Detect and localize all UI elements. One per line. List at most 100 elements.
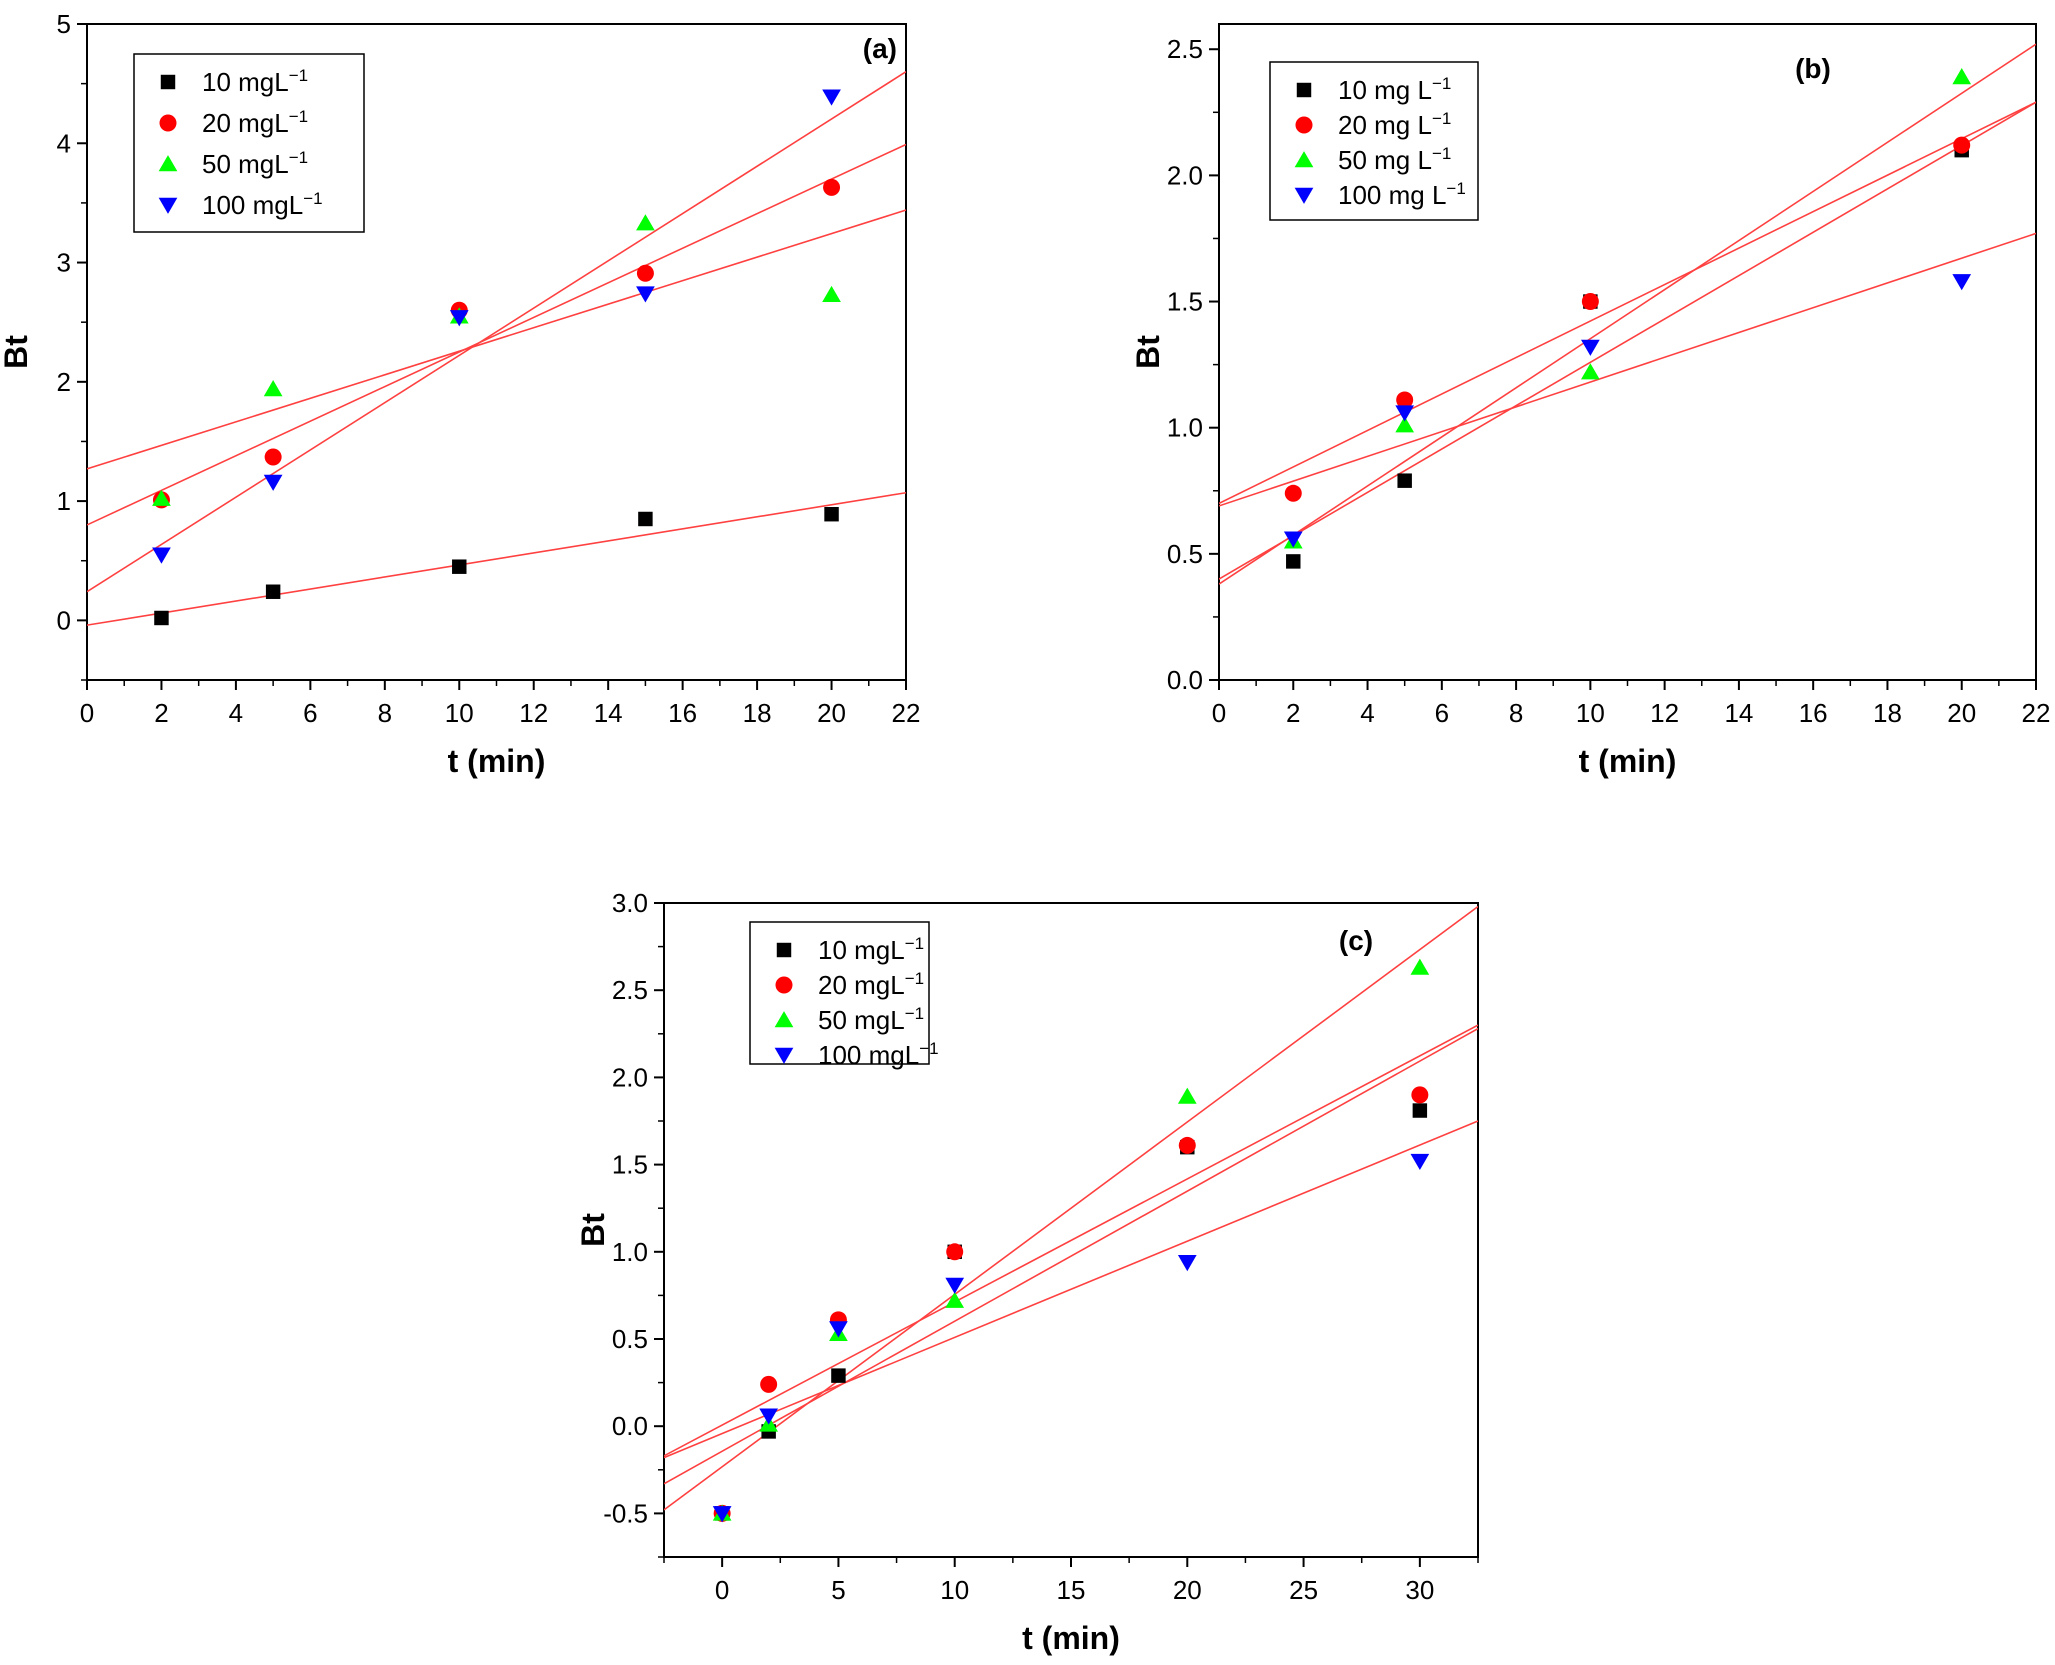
x-tick-label-a: 12 — [519, 698, 548, 728]
x-tick-label-b: 4 — [1360, 698, 1374, 728]
data-point-b-s1 — [1286, 554, 1301, 569]
legend-marker-b-s4 — [1294, 187, 1314, 204]
x-tick-label-a: 2 — [154, 698, 168, 728]
fit-line-c-1 — [664, 1027, 1478, 1485]
y-tick-label-a: 4 — [57, 128, 71, 158]
legend-marker-a-s4 — [158, 197, 178, 214]
fit-line-b-4 — [1219, 232, 2036, 507]
x-tick-label-b: 20 — [1947, 698, 1976, 728]
x-tick-label-b: 12 — [1650, 698, 1679, 728]
x-tick-label-b: 6 — [1435, 698, 1449, 728]
legend-label-sup-b-s4: −1 — [1446, 179, 1465, 198]
data-point-b-s3 — [1395, 416, 1415, 433]
fit-line-a-3 — [87, 209, 906, 470]
data-point-c-s2 — [1178, 1136, 1196, 1154]
legend-label-sup-c-s1: −1 — [905, 934, 924, 953]
legend-label-sup-b-s1: −1 — [1432, 74, 1451, 93]
data-point-b-s4 — [1395, 405, 1415, 422]
fit-line-a-4 — [87, 71, 906, 593]
panel-label-c: (c) — [1339, 925, 1373, 956]
y-axis-title-c: Bt — [575, 1213, 611, 1247]
data-point-c-s2 — [1411, 1086, 1429, 1104]
data-point-a-s1 — [452, 559, 467, 574]
data-point-a-s1 — [824, 506, 839, 522]
y-tick-label-c: 0.5 — [612, 1324, 648, 1354]
x-tick-label-a: 10 — [445, 698, 474, 728]
legend-marker-c-s4 — [774, 1047, 794, 1064]
legend-marker-c-s1 — [776, 942, 792, 958]
x-tick-label-c: 30 — [1405, 1575, 1434, 1605]
y-tick-label-a: 1 — [57, 486, 71, 516]
data-point-a-s4 — [263, 474, 283, 491]
y-tick-label-a: 5 — [57, 9, 71, 39]
x-tick-label-c: 0 — [715, 1575, 729, 1605]
fit-line-c-3 — [664, 905, 1478, 1511]
y-tick-label-c: 0.0 — [612, 1411, 648, 1441]
x-tick-label-b: 14 — [1724, 698, 1753, 728]
y-tick-label-c: 1.5 — [612, 1150, 648, 1180]
fit-line-a-1 — [87, 491, 906, 626]
x-tick-label-a: 14 — [594, 698, 623, 728]
panel-label-a: (a) — [863, 33, 897, 64]
legend-label-sup-c-s2: −1 — [905, 969, 924, 988]
data-point-a-s2 — [264, 448, 282, 466]
data-point-b-s3 — [1581, 363, 1600, 380]
x-tick-label-c: 20 — [1173, 1575, 1202, 1605]
x-tick-label-a: 20 — [817, 698, 846, 728]
data-point-b-s2 — [1396, 391, 1414, 409]
data-point-a-s3 — [152, 489, 171, 506]
legend-label-sup-c-s4: −1 — [919, 1039, 938, 1058]
fit-line-b-2 — [1219, 101, 2036, 505]
data-point-c-s1 — [1412, 1103, 1428, 1118]
data-point-a-s4 — [152, 547, 171, 564]
data-point-c-s3 — [1177, 1087, 1197, 1104]
y-tick-label-b: 2.5 — [1167, 34, 1203, 64]
fit-line-a-2 — [87, 143, 906, 526]
data-point-c-s4 — [829, 1321, 848, 1338]
y-tick-label-c: -0.5 — [603, 1498, 648, 1528]
x-tick-label-b: 16 — [1799, 698, 1828, 728]
fit-lines-b — [1219, 43, 2036, 585]
data-point-c-s2 — [760, 1375, 778, 1393]
legend-label-sup-c-s3: −1 — [905, 1004, 924, 1023]
fit-line-c-4 — [664, 1120, 1478, 1459]
x-tick-label-b: 22 — [2022, 698, 2051, 728]
x-tick-label-c: 5 — [831, 1575, 845, 1605]
data-point-a-s2 — [823, 178, 841, 196]
data-point-a-s1 — [638, 511, 653, 527]
data-point-a-s3 — [822, 285, 841, 302]
y-tick-label-b: 2.0 — [1167, 160, 1203, 190]
data-point-c-s4 — [945, 1277, 965, 1294]
y-tick-label-b: 1.5 — [1167, 287, 1203, 317]
x-tick-label-b: 2 — [1286, 698, 1300, 728]
x-tick-label-c: 10 — [940, 1575, 969, 1605]
y-tick-label-c: 1.0 — [612, 1237, 648, 1267]
data-point-c-s4 — [1177, 1255, 1197, 1272]
data-point-b-s3 — [1952, 68, 1972, 85]
fit-lines-a — [87, 71, 906, 626]
y-axis-title-b: Bt — [1130, 335, 1166, 369]
y-tick-label-c: 2.0 — [612, 1062, 648, 1092]
legend-marker-a-s2 — [159, 114, 177, 132]
y-tick-label-a: 0 — [57, 605, 71, 635]
data-point-a-s3 — [636, 214, 655, 231]
x-tick-label-a: 4 — [229, 698, 243, 728]
x-tick-label-a: 8 — [378, 698, 392, 728]
data-point-c-s4 — [1410, 1153, 1430, 1171]
y-tick-label-a: 3 — [57, 248, 71, 278]
legend-label-sup-b-s2: −1 — [1432, 109, 1451, 128]
data-point-a-s4 — [449, 310, 469, 327]
legend-label-sup-a-s2: −1 — [289, 107, 308, 126]
data-point-b-s2 — [1581, 293, 1599, 311]
y-tick-label-b: 1.0 — [1167, 413, 1203, 443]
data-point-b-s1 — [1397, 473, 1412, 488]
x-tick-label-b: 10 — [1576, 698, 1605, 728]
x-tick-label-c: 15 — [1057, 1575, 1086, 1605]
x-axis-title-a: t (min) — [448, 743, 546, 779]
data-point-a-s4 — [822, 89, 841, 106]
y-tick-label-c: 2.5 — [612, 975, 648, 1005]
legend-marker-b-s3 — [1294, 151, 1314, 168]
x-axis-title-b: t (min) — [1579, 743, 1677, 779]
data-point-a-s3 — [263, 380, 283, 397]
